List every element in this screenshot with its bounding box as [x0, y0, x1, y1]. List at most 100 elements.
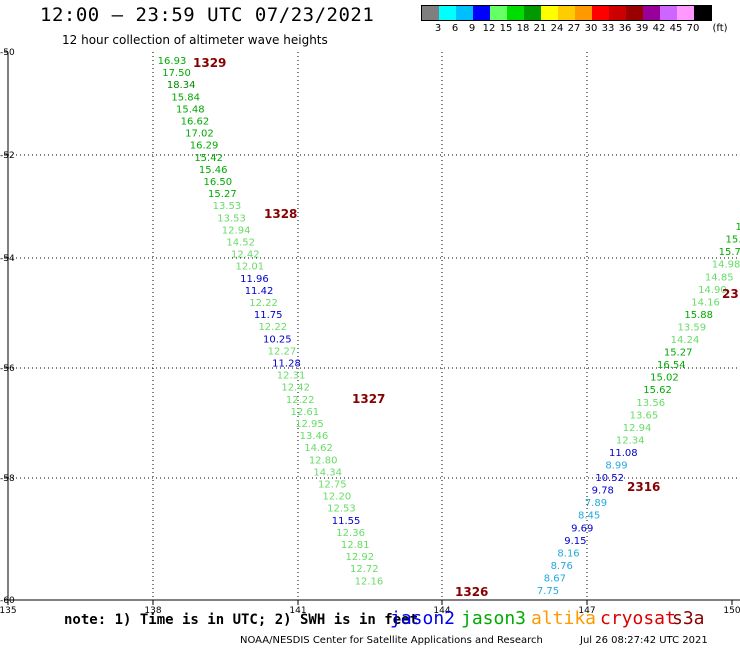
legend-label: 21 — [533, 23, 547, 34]
wave-height-value: 15.27 — [664, 348, 693, 359]
wave-height-value: 16.62 — [181, 117, 210, 128]
wave-height-value: 14.62 — [304, 443, 333, 454]
wave-height-value: 14.16 — [691, 297, 720, 308]
longitude-label: 144 — [433, 606, 450, 616]
wave-height-value: 14.98 — [712, 260, 740, 271]
wave-height-value: 11.42 — [245, 286, 274, 297]
latitude-label: -52 — [0, 151, 15, 161]
longitude-label: 147 — [578, 606, 595, 616]
satellite-jason3: jason3 — [461, 608, 527, 629]
satellite-s3a: s3a — [672, 608, 705, 629]
satellite-altika: altika — [531, 608, 597, 629]
legend-swatch — [592, 6, 609, 20]
wave-height-value: 11.96 — [240, 274, 269, 285]
latitude-label: -56 — [0, 364, 15, 374]
wave-height-value: 14.52 — [226, 238, 255, 249]
wave-height-value: 17.02 — [185, 129, 214, 140]
legend-swatch — [643, 6, 660, 20]
wave-height-value: 12.34 — [616, 435, 645, 446]
wave-height-value: 15.02 — [650, 373, 679, 384]
wave-height-value: 8.76 — [551, 561, 573, 572]
page-title: 12:00 – 23:59 UTC 07/23/2021 — [40, 4, 375, 26]
legend-label: 27 — [567, 23, 581, 34]
wave-height-value: 11.28 — [272, 359, 301, 370]
wave-height-value: 15.27 — [208, 189, 237, 200]
legend-swatch — [422, 6, 439, 20]
wave-height-value: 15.48 — [176, 104, 205, 115]
wave-height-value: 12.16 — [355, 576, 384, 587]
wave-height-value: 13.65 — [630, 410, 659, 421]
pass-number-label: 23 — [722, 287, 739, 301]
wave-height-value: 16.9 — [736, 222, 740, 233]
wave-height-value: 8.99 — [605, 461, 627, 472]
wave-height-value: 15.74 — [719, 247, 740, 258]
legend-label: 3 — [434, 23, 442, 34]
legend-swatch — [456, 6, 473, 20]
generation-timestamp: Jul 26 08:27:42 UTC 2021 — [580, 635, 708, 646]
wave-height-value: 8.45 — [578, 511, 600, 522]
legend-label: 24 — [550, 23, 564, 34]
legend-label: 15 — [499, 23, 513, 34]
footer-note: note: 1) Time is in UTC; 2) SWH is in fe… — [64, 612, 419, 628]
wave-height-value: 12.36 — [336, 528, 365, 539]
wave-height-value: 10.25 — [263, 334, 292, 345]
legend-swatch — [490, 6, 507, 20]
wave-height-value: 12.01 — [236, 262, 265, 273]
longitude-label: 138 — [144, 606, 161, 616]
legend-swatch — [507, 6, 524, 20]
latitude-label: -54 — [0, 254, 15, 264]
wave-height-value: 12.42 — [231, 250, 260, 261]
legend-unit: (ft) — [712, 23, 728, 34]
wave-height-value: 15.33 — [725, 235, 740, 246]
pass-number-label: 2316 — [627, 480, 660, 494]
legend-swatch — [558, 6, 575, 20]
wave-height-value: 8.67 — [544, 573, 566, 584]
wave-height-value: 12.81 — [341, 540, 370, 551]
legend-label: 18 — [516, 23, 530, 34]
wave-height-value: 11.08 — [609, 448, 638, 459]
legend-label: 30 — [584, 23, 598, 34]
legend-label: 42 — [652, 23, 666, 34]
wave-height-value: 15.88 — [684, 310, 713, 321]
wave-height-value: 13.46 — [300, 431, 329, 442]
wave-height-value: 14.24 — [671, 335, 700, 346]
wave-height-value: 11.75 — [254, 310, 283, 321]
latitude-label: -60 — [0, 596, 15, 606]
legend-swatch — [541, 6, 558, 20]
wave-height-value: 9.69 — [571, 523, 593, 534]
wave-height-value: 12.80 — [309, 455, 338, 466]
wave-height-value: 13.59 — [678, 322, 707, 333]
legend-label: 36 — [618, 23, 632, 34]
satellite-jason2: jason2 — [390, 608, 456, 629]
legend-label: 9 — [468, 23, 476, 34]
longitude-label: 150 — [723, 606, 740, 616]
pass-number-label: 1326 — [455, 585, 488, 599]
legend-swatch — [626, 6, 643, 20]
wave-height-value: 11.55 — [332, 516, 361, 527]
wave-height-value: 13.56 — [636, 398, 665, 409]
wave-height-value: 12.22 — [286, 395, 315, 406]
wave-height-value: 14.34 — [313, 467, 342, 478]
page-subtitle: 12 hour collection of altimeter wave hei… — [62, 33, 328, 47]
wave-height-value: 12.22 — [249, 298, 278, 309]
wave-height-value: 12.75 — [318, 480, 347, 491]
legend-label: 33 — [601, 23, 615, 34]
wave-height-value: 13.53 — [217, 213, 246, 224]
wave-height-value: 12.61 — [290, 407, 319, 418]
legend-label: 45 — [669, 23, 683, 34]
wave-height-value: 16.93 — [158, 56, 187, 67]
wave-height-value: 15.42 — [194, 153, 223, 164]
legend-labels: 3 6 9 12 15 18 21 24 27 30 33 36 39 42 45 70 (ft) — [421, 21, 728, 35]
wave-height-value: 16.54 — [657, 360, 686, 371]
legend-swatch — [609, 6, 626, 20]
legend-label: 12 — [482, 23, 496, 34]
wave-height-value: 15.62 — [643, 385, 672, 396]
wave-height-value: 7.89 — [585, 498, 607, 509]
legend-color-bar — [421, 5, 712, 21]
credit-text: NOAA/NESDIS Center for Satellite Applica… — [240, 635, 543, 646]
legend-swatch — [439, 6, 456, 20]
legend-swatch — [575, 6, 592, 20]
wave-height-value: 15.46 — [199, 165, 228, 176]
